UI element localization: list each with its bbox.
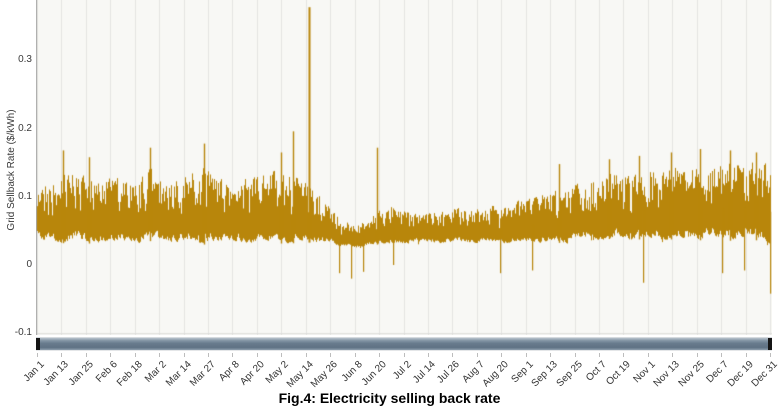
x-tick-mark: [745, 353, 747, 357]
x-tick-mark: [256, 353, 258, 357]
x-tick-mark: [134, 353, 136, 357]
x-tick-mark: [770, 353, 771, 357]
figure-caption: Fig.4: Electricity selling back rate: [278, 390, 501, 406]
time-range-scrollbar[interactable]: [36, 337, 772, 351]
x-tick-mark: [427, 353, 429, 357]
x-tick-mark: [696, 353, 698, 357]
x-tick-mark: [208, 353, 210, 357]
scrollbar-right-handle[interactable]: [768, 338, 772, 350]
x-tick-mark: [61, 353, 63, 357]
x-tick-mark: [232, 353, 234, 357]
x-tick-mark: [452, 353, 454, 357]
x-tick-mark: [379, 353, 381, 357]
y-tick-label: 0.1: [18, 190, 32, 202]
x-tick-mark: [647, 353, 649, 357]
y-tick-label: 0: [26, 259, 32, 270]
x-tick-mark: [672, 353, 674, 357]
x-tick-mark: [37, 353, 38, 357]
x-tick-mark: [110, 353, 112, 357]
x-tick-mark: [476, 353, 478, 357]
x-tick-mark: [525, 353, 527, 357]
x-tick-mark: [550, 353, 552, 357]
x-tick-mark: [330, 353, 332, 357]
y-tick-label: 0.2: [18, 122, 32, 134]
y-tick-label: -0.1: [14, 327, 32, 339]
x-tick-mark: [574, 353, 576, 357]
x-tick-mark: [623, 353, 625, 357]
scrollbar-left-handle[interactable]: [36, 338, 40, 350]
x-tick-mark: [598, 353, 600, 357]
x-tick-mark: [501, 353, 503, 357]
x-tick-mark: [183, 353, 185, 357]
x-tick-mark: [721, 353, 723, 357]
x-tick-mark: [159, 353, 161, 357]
sellback-rate-series-canvas: [36, 0, 772, 335]
x-tick-mark: [281, 353, 283, 357]
y-tick-label: 0.3: [18, 54, 32, 66]
x-tick-mark: [403, 353, 405, 357]
y-axis-title: Grid Sellback Rate ($/kWh): [6, 109, 17, 231]
x-tick-mark: [85, 353, 87, 357]
x-tick-mark: [354, 353, 356, 357]
x-tick-mark: [305, 353, 307, 357]
plot-area: [36, 0, 772, 335]
